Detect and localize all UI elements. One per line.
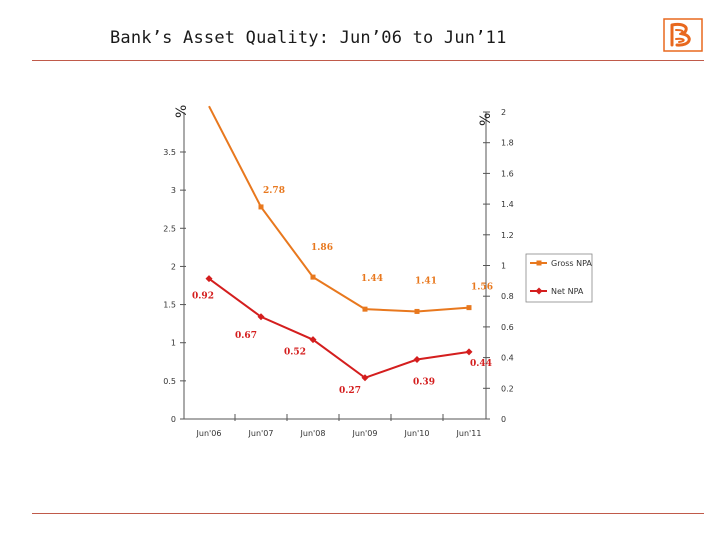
footer-divider — [32, 513, 704, 514]
y-right-tick-label: 1.6 — [501, 169, 514, 178]
y-left-tick-label: 3 — [171, 186, 176, 195]
x-tick-label: Jun'06 — [196, 429, 222, 438]
data-label: 0.44 — [470, 359, 492, 369]
y-axis-right-unit: % — [478, 113, 494, 126]
series-line-net-npa — [208, 277, 470, 379]
data-label: 2.78 — [263, 186, 285, 196]
y-left-tick-label: 0.5 — [163, 377, 176, 386]
y-axis-left-unit: % — [174, 105, 190, 118]
gross-npa-point — [414, 308, 420, 314]
x-tick-label: Jun'07 — [248, 429, 274, 438]
gross-npa-point — [466, 305, 472, 311]
y-right-tick-label: 1 — [501, 262, 506, 271]
net-npa-point — [465, 348, 473, 356]
y-right-tick-label: 1.8 — [501, 139, 514, 148]
y-right-tick-label: 0 — [501, 415, 506, 424]
y-right-tick-label: 0.8 — [501, 292, 514, 301]
x-tick-label: Jun'08 — [300, 429, 326, 438]
y-left-tick-label: 1.5 — [163, 301, 176, 310]
gross-npa-point — [310, 274, 316, 280]
data-label: 1.44 — [361, 274, 383, 284]
data-label: 0.39 — [413, 377, 435, 387]
net-npa-point — [361, 374, 369, 382]
net-npa-point — [413, 355, 421, 363]
data-label: 0.52 — [284, 348, 306, 358]
net-npa-point — [309, 336, 317, 344]
x-tick-label: Jun'10 — [404, 429, 430, 438]
y-left-tick-label: 2.5 — [163, 224, 176, 233]
y-right-tick-label: 2 — [501, 108, 506, 117]
y-right-tick-label: 1.2 — [501, 231, 514, 240]
gross-npa-point — [258, 204, 264, 210]
bank-of-baroda-logo-icon — [663, 18, 703, 52]
data-label: 0.67 — [235, 331, 257, 341]
data-label: 1.56 — [471, 283, 493, 293]
data-label: 1.86 — [311, 243, 333, 253]
y-right-tick-label: 1.4 — [501, 200, 514, 209]
data-label: 0.27 — [339, 386, 361, 396]
y-left-tick-label: 2 — [171, 262, 176, 271]
x-tick-label: Jun'11 — [456, 429, 482, 438]
y-right-tick-label: 0.2 — [501, 384, 514, 393]
legend-label: Net NPA — [551, 287, 584, 296]
data-label: 1.41 — [415, 276, 437, 286]
header-divider — [32, 60, 704, 61]
legend-label: Gross NPA — [551, 259, 592, 268]
legend-marker — [536, 260, 542, 266]
y-left-tick-label: 1 — [171, 339, 176, 348]
page-title: Bank’s Asset Quality: Jun’06 to Jun’11 — [110, 28, 507, 48]
y-left-tick-label: 0 — [171, 415, 176, 424]
legend-marker — [535, 287, 543, 295]
net-npa-point — [257, 313, 265, 321]
x-tick-label: Jun'09 — [352, 429, 378, 438]
y-right-tick-label: 0.6 — [501, 323, 514, 332]
net-npa-point — [205, 275, 213, 283]
y-left-tick-label: 3.5 — [163, 148, 176, 157]
gross-npa-point — [362, 306, 368, 312]
data-label: 0.92 — [192, 292, 214, 302]
y-right-tick-label: 0.4 — [501, 354, 514, 363]
series-line-gross-npa — [208, 105, 470, 313]
